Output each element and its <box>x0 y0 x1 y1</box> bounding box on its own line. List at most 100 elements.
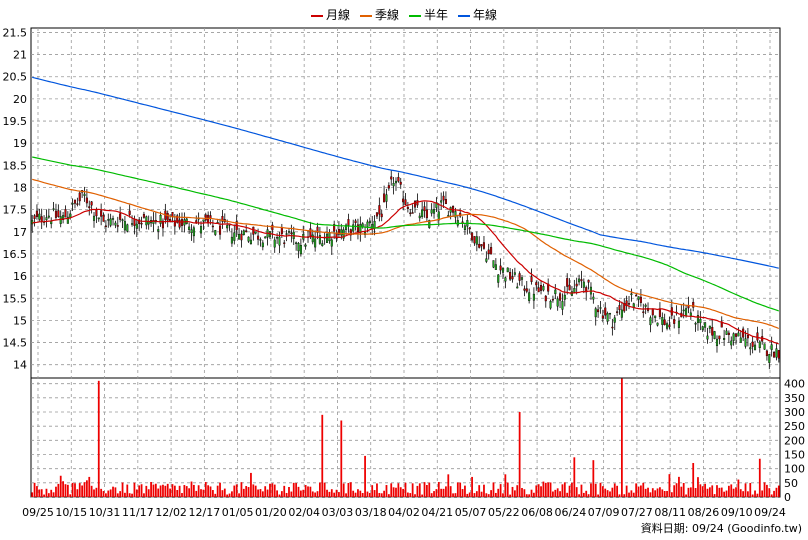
candle-body <box>380 213 383 218</box>
volume-bar <box>33 482 36 497</box>
volume-bar <box>644 488 647 497</box>
volume-bar <box>409 493 412 497</box>
volume-bar <box>190 481 193 497</box>
candle-body <box>566 278 569 287</box>
candle-body <box>354 220 357 224</box>
volume-bar <box>376 483 378 497</box>
candle-body <box>299 245 302 255</box>
candle-body <box>630 293 633 296</box>
candle-body <box>90 201 93 206</box>
volume-bar <box>699 484 702 497</box>
candle-body <box>618 305 621 311</box>
volume-bar <box>119 491 122 497</box>
x-tick-label: 10/31 <box>89 506 121 519</box>
candle-body <box>765 350 768 357</box>
candle-body <box>347 219 350 226</box>
volume-bar <box>321 414 324 497</box>
volume-bar <box>475 491 478 497</box>
volume-bar <box>418 483 421 497</box>
candle-body <box>773 352 776 358</box>
candle-body <box>637 296 640 300</box>
candle-body <box>173 220 176 227</box>
candle-body <box>425 209 428 219</box>
candle-body <box>482 242 485 249</box>
candle-body <box>532 293 535 301</box>
x-tick-label: 01/05 <box>222 506 254 519</box>
volume-bar <box>90 485 93 497</box>
volume-bar <box>69 494 72 497</box>
volume-bar <box>383 490 385 497</box>
volume-bar <box>473 493 476 497</box>
volume-bar <box>428 482 431 497</box>
candle-body <box>356 224 359 233</box>
candle-body <box>330 239 333 247</box>
volume-bar <box>487 494 490 497</box>
candle-body <box>644 304 647 307</box>
volume-bar <box>523 489 526 497</box>
volume-bar <box>112 486 114 497</box>
candle-body <box>573 288 576 293</box>
volume-bar <box>145 485 148 497</box>
volume-bar <box>271 483 274 497</box>
price-tick-label: 19.5 <box>3 115 28 128</box>
candle-body <box>456 220 459 226</box>
volume-bar <box>632 492 635 497</box>
volume-bar <box>109 489 112 497</box>
candle-body <box>699 318 702 324</box>
volume-bar <box>754 490 756 497</box>
x-tick-label: 10/15 <box>55 506 87 519</box>
volume-bar <box>459 482 462 497</box>
candle-body <box>337 229 340 235</box>
volume-bar <box>402 488 405 497</box>
candle-body <box>442 195 445 201</box>
volume-bar <box>675 483 678 497</box>
volume-bar <box>587 494 590 497</box>
candle-body <box>318 235 321 244</box>
volume-bar <box>138 485 141 497</box>
volume-bar <box>124 492 126 497</box>
candle-body <box>480 244 483 247</box>
candle-body <box>366 221 369 227</box>
candle-body <box>295 242 298 244</box>
legend-item: 年線 <box>458 8 497 22</box>
candle-body <box>471 232 474 241</box>
volume-bar <box>713 494 716 497</box>
volume-bar <box>40 489 43 497</box>
candle-body <box>447 214 450 217</box>
candle-body <box>713 331 716 339</box>
volume-bar <box>242 488 245 497</box>
volume-bar <box>259 489 262 497</box>
candle-body <box>131 223 134 225</box>
legend-label: 年線 <box>473 8 498 22</box>
volume-bar <box>694 488 697 497</box>
price-tick-label: 21.5 <box>3 26 28 39</box>
candle-body <box>297 243 300 252</box>
volume-bar <box>290 491 293 497</box>
volume-bar <box>200 489 202 497</box>
volume-bar <box>620 378 623 497</box>
candle-body <box>378 205 381 215</box>
candle-body <box>661 317 664 325</box>
volume-bar <box>456 482 459 497</box>
volume-bar <box>36 486 38 497</box>
volume-bar <box>285 492 288 497</box>
volume-bar <box>345 493 347 497</box>
volume-bar <box>525 494 528 497</box>
candle-body <box>176 215 179 223</box>
candle-body <box>33 215 36 219</box>
volume-bar <box>613 483 616 497</box>
volume-bar <box>654 490 657 497</box>
candle-body <box>397 176 400 182</box>
candle-body <box>563 294 566 300</box>
candle-body <box>161 220 164 229</box>
volume-bar <box>178 485 181 497</box>
volume-bar <box>720 487 723 497</box>
candle-body <box>45 217 48 221</box>
volume-bar <box>316 491 319 497</box>
volume-bar <box>502 493 504 497</box>
volume-bar <box>535 485 538 497</box>
candle-body <box>501 267 505 273</box>
candle-body <box>599 307 602 309</box>
candle-body <box>316 226 319 233</box>
volume-bar <box>74 483 76 497</box>
